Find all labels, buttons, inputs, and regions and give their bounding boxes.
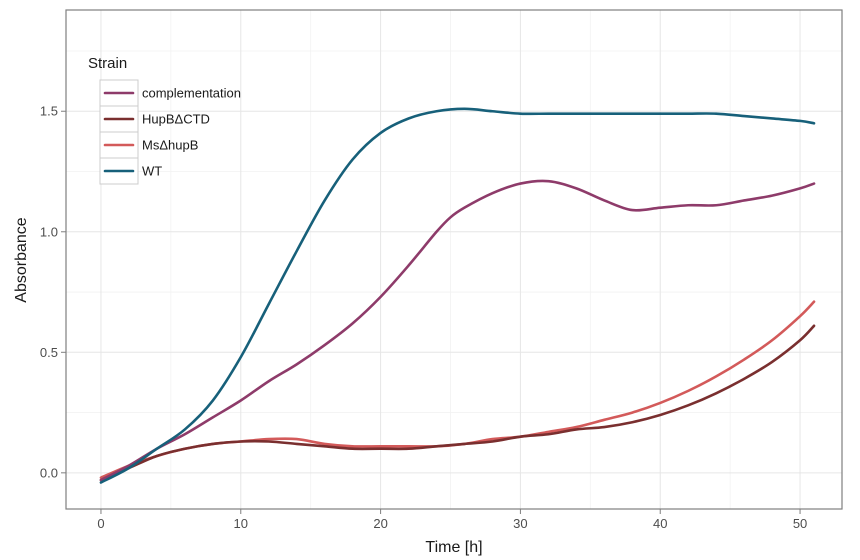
- y-axis: 0.0 0.5 1.0 1.5: [40, 104, 66, 480]
- series-line-complementation: [99, 179, 816, 482]
- x-tick-label: 30: [513, 516, 527, 531]
- series-layer: [99, 107, 816, 484]
- y-tick-label: 0.5: [40, 345, 58, 360]
- y-tick-label: 1.0: [40, 224, 58, 239]
- y-tick-label: 0.0: [40, 465, 58, 480]
- x-tick-label: 50: [793, 516, 807, 531]
- x-axis: 0 10 20 30 40 50: [97, 509, 807, 531]
- legend-label-hupb-ctd: HupBΔCTD: [142, 112, 210, 127]
- y-axis-title: Absorbance: [13, 217, 30, 302]
- series-line-hupb-ctd: [99, 324, 816, 482]
- legend-title: Strain: [88, 55, 127, 72]
- series-line-wt: [99, 107, 816, 484]
- x-tick-label: 20: [373, 516, 387, 531]
- x-tick-label: 0: [97, 516, 104, 531]
- legend-label-complementation: complementation: [142, 86, 241, 101]
- x-tick-label: 40: [653, 516, 667, 531]
- grid-minor: [66, 10, 842, 509]
- y-tick-label: 1.5: [40, 104, 58, 119]
- legend-items: complementation HupBΔCTD MsΔhupB WT: [99, 79, 241, 185]
- legend-label-wt: WT: [142, 164, 162, 179]
- legend-label-ms-hupb: MsΔhupB: [142, 138, 198, 153]
- x-axis-title: Time [h]: [425, 539, 482, 556]
- x-tick-label: 10: [234, 516, 248, 531]
- legend: Strain complementation HupBΔCTD MsΔhupB WT: [88, 55, 241, 185]
- grid-major: [66, 10, 842, 509]
- plot-border: [65, 9, 843, 510]
- plot-background: [66, 10, 842, 509]
